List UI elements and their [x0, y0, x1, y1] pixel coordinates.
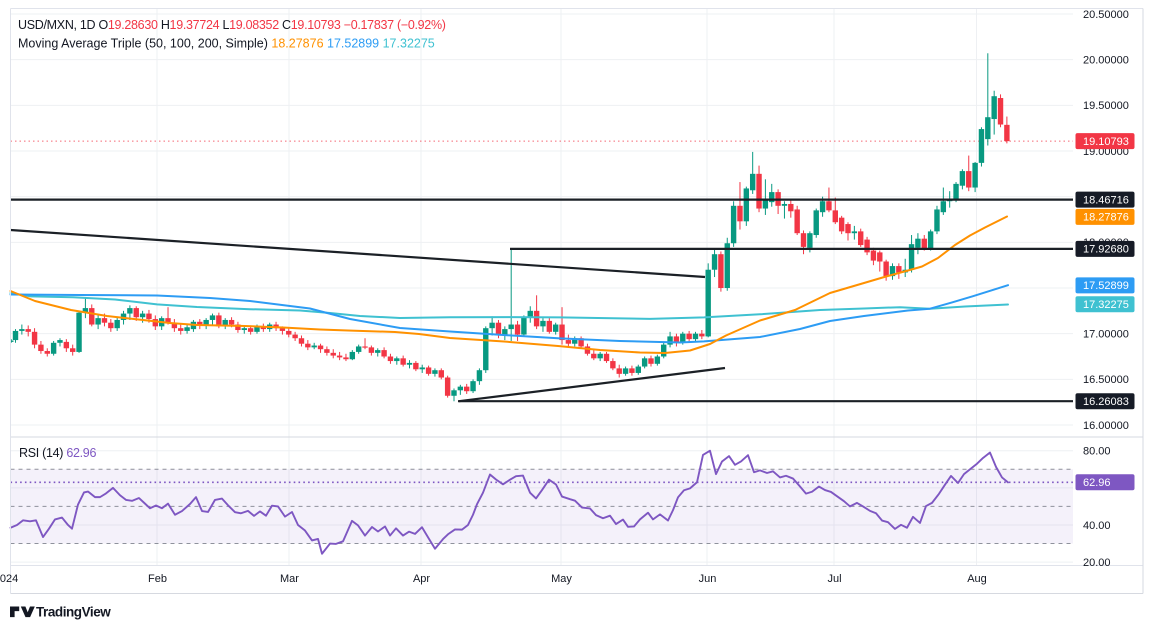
svg-text:Aug: Aug — [967, 573, 987, 585]
svg-text:18.27876: 18.27876 — [1083, 212, 1129, 224]
svg-text:80.00: 80.00 — [1083, 446, 1111, 458]
svg-text:USD/MXN, 1D O19.28630 H19.37: USD/MXN, 1D O19.28630 H19.37724 L19.0835… — [18, 18, 446, 32]
svg-text:17.32275: 17.32275 — [1083, 299, 1129, 311]
svg-text:19.50000: 19.50000 — [1083, 100, 1129, 112]
svg-text:62.96: 62.96 — [1083, 477, 1111, 489]
svg-text:19.10793: 19.10793 — [1083, 136, 1129, 148]
svg-text:16.00000: 16.00000 — [1083, 420, 1129, 432]
svg-text:16.26083: 16.26083 — [1083, 396, 1129, 408]
svg-text:17.52899: 17.52899 — [1083, 280, 1129, 292]
svg-text:20.00: 20.00 — [1083, 557, 1111, 569]
svg-text:16.50000: 16.50000 — [1083, 374, 1129, 386]
svg-text:Jul: Jul — [827, 573, 841, 585]
svg-text:Jun: Jun — [699, 573, 717, 585]
svg-text:18.46716: 18.46716 — [1083, 194, 1129, 206]
svg-text:20.50000: 20.50000 — [1083, 9, 1129, 21]
svg-text:17.92680: 17.92680 — [1083, 244, 1129, 256]
svg-text:20.00000: 20.00000 — [1083, 55, 1129, 67]
svg-text:Apr: Apr — [413, 573, 430, 585]
svg-text:May: May — [551, 573, 572, 585]
svg-text:RSI (14) 62.96: RSI (14) 62.96 — [19, 446, 96, 460]
svg-text:17.00000: 17.00000 — [1083, 329, 1129, 341]
svg-text:Mar: Mar — [280, 573, 299, 585]
svg-text:Feb: Feb — [148, 573, 167, 585]
svg-text:2024: 2024 — [0, 573, 18, 585]
svg-text:TradingView: TradingView — [36, 605, 111, 620]
svg-text:40.00: 40.00 — [1083, 520, 1111, 532]
svg-text:Moving Average Triple (50, 100: Moving Average Triple (50, 100, 200, Sim… — [18, 37, 435, 51]
